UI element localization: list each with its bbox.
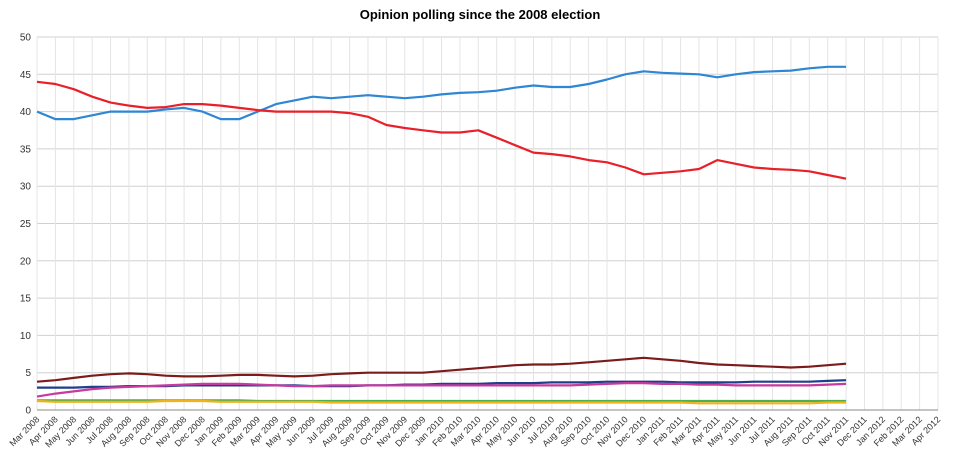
series-line [36,356,847,383]
y-tick-label: 20 [20,256,32,267]
chart-title: Opinion polling since the 2008 election [360,7,601,22]
series-line [36,382,847,398]
y-tick-label: 50 [20,33,32,44]
y-tick-label: 35 [20,144,32,155]
y-tick-label: 40 [20,107,32,118]
y-tick-label: 10 [20,331,32,342]
y-tick-label: 30 [20,182,32,193]
series-line [36,80,847,180]
y-tick-label: 15 [20,294,32,305]
y-tick-label: 45 [20,70,32,81]
series-line [36,65,847,121]
y-tick-label: 5 [25,368,31,379]
series-line [36,399,847,405]
y-tick-label: 25 [20,219,32,230]
y-tick-label: 0 [25,406,31,417]
